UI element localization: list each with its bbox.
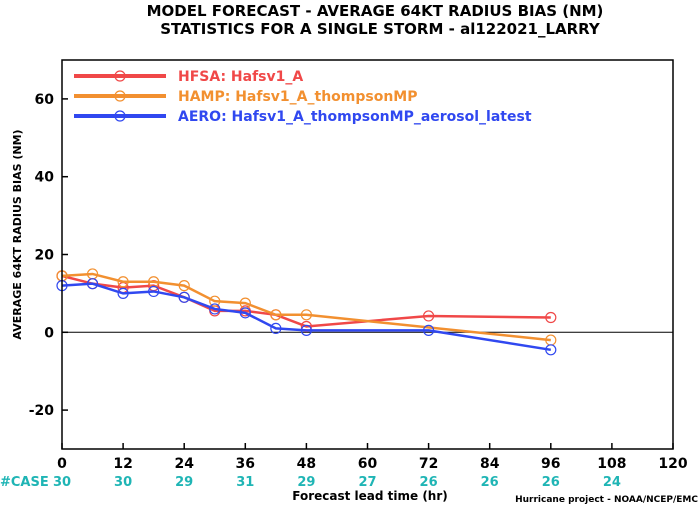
case-label: #CASE: [0, 475, 49, 490]
series-3-point: [300, 324, 312, 336]
y-axis-label: AVERAGE 64KT RADIUS BIAS (NM): [11, 129, 24, 339]
series-line-1: [61, 274, 551, 328]
y-tick-label: 60: [35, 92, 55, 108]
series-3-point: [423, 324, 435, 336]
x-tick-label: 96: [541, 456, 560, 472]
case-count: 27: [358, 475, 376, 490]
case-count: 31: [236, 475, 254, 490]
x-tick-label: 48: [297, 456, 316, 472]
chart-title-line1: MODEL FORECAST - AVERAGE 64KT RADIUS BIA…: [147, 2, 604, 20]
x-tick-label: 60: [358, 456, 378, 472]
case-count: 30: [114, 475, 132, 490]
x-axis: 0 12 24 36 48 60 72 84 96 108 120: [57, 443, 688, 472]
y-tick-label: -20: [29, 403, 55, 419]
x-tick-label: 84: [480, 456, 500, 472]
x-tick-label: 72: [419, 456, 438, 472]
y-tick-label: 0: [44, 325, 54, 341]
legend-label: HFSA: Hafsv1_A: [178, 69, 303, 85]
series-2-point: [270, 309, 282, 321]
credit-text: Hurricane project - NOAA/NCEP/EMC: [515, 495, 698, 505]
case-count: 24: [603, 475, 621, 490]
legend-label: HAMP: Hafsv1_A_thompsonMP: [178, 89, 418, 105]
legend-marker: [114, 90, 126, 102]
series-3-point: [86, 278, 99, 290]
case-counts: #CASE 30 30 29 31 29 27 26 26 26 24: [0, 475, 621, 490]
series-3-point: [270, 322, 282, 335]
case-count: 29: [297, 475, 315, 490]
series-3-point: [117, 287, 129, 299]
case-count: 26: [420, 475, 438, 490]
series-3-point: [239, 307, 251, 319]
legend: HFSA: Hafsv1_A HAMP: Hafsv1_A_thompsonMP A…: [74, 69, 532, 125]
x-axis-label: Forecast lead time (hr): [292, 489, 448, 503]
x-tick-label: 0: [57, 456, 67, 472]
case-count: 29: [175, 475, 193, 490]
series-2-point: [178, 280, 190, 292]
legend-label: AERO: Hafsv1_A_thompsonMP_aerosol_latest: [178, 109, 532, 125]
x-tick-label: 24: [174, 456, 194, 472]
y-tick-label: 40: [35, 170, 55, 186]
series-3-point: [209, 303, 221, 315]
series-line-3: [61, 282, 551, 352]
case-count: 30: [53, 475, 71, 490]
series-line-2: [61, 272, 551, 342]
x-tick-label: 36: [236, 456, 255, 472]
series-2-point: [300, 309, 312, 321]
x-tick-label: 12: [113, 456, 132, 472]
series-1-point: [423, 310, 435, 322]
y-axis: -20 0 20 40 60: [29, 92, 68, 419]
legend-marker: [114, 110, 126, 122]
series-layer: [56, 268, 557, 356]
series-3-point: [178, 291, 190, 303]
series-2-point: [117, 276, 129, 288]
legend-marker: [114, 70, 126, 82]
x-tick-label: 120: [658, 456, 687, 472]
y-tick-label: 20: [35, 248, 55, 264]
case-count: 26: [542, 475, 560, 490]
series-1-point: [545, 311, 557, 324]
series-3-point: [148, 285, 160, 298]
series-3-point: [545, 344, 557, 356]
case-count: 26: [481, 475, 499, 490]
chart-title-line2: STATISTICS FOR A SINGLE STORM - al122021…: [160, 20, 601, 38]
series-2-point: [209, 295, 221, 307]
x-tick-label: 108: [597, 456, 626, 472]
